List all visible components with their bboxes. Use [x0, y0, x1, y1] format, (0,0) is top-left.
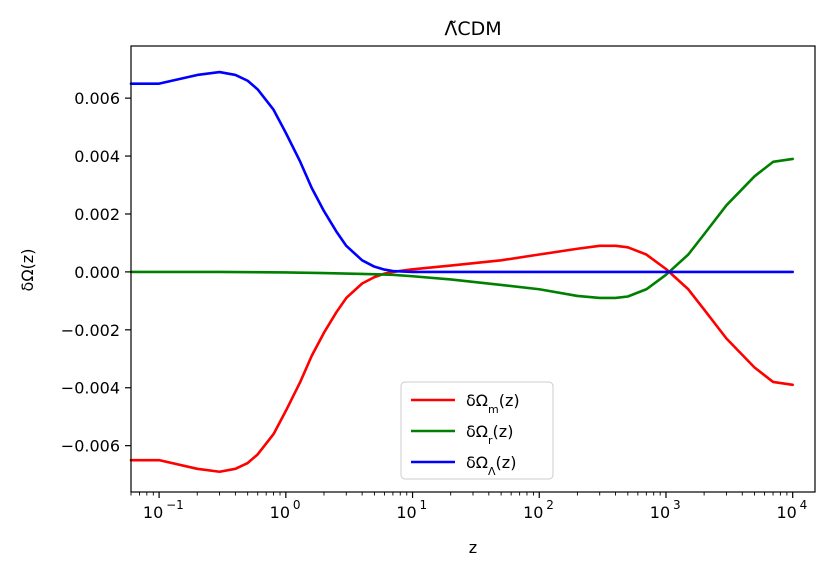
- y-axis-ticks: 0.006 0.004 0.002 0.000 −0.002 −0.004 −0.006: [61, 89, 131, 456]
- chart-title: Λ̃CDM: [444, 18, 501, 40]
- legend-label: δΩr(z): [466, 422, 513, 447]
- x-tick-label: 10: [650, 503, 670, 522]
- x-tick-exponent: 4: [800, 498, 808, 512]
- y-tick-label: 0.002: [74, 205, 120, 224]
- x-tick-exponent: 1: [420, 498, 428, 512]
- y-tick-label: 0.006: [74, 89, 120, 108]
- x-tick-label: 10: [270, 503, 290, 522]
- y-axis-label: δΩ(z): [18, 249, 37, 292]
- x-tick-exponent: 0: [293, 498, 301, 512]
- x-axis-ticks: 10 −1 10 0 10 1 10 2 10 3 10 4: [130, 492, 808, 522]
- x-tick-label: 10: [523, 503, 543, 522]
- y-axis-label-group: δΩ(z): [18, 249, 37, 292]
- series-line-3: [129, 70, 794, 274]
- x-tick-exponent: −1: [166, 498, 184, 512]
- x-tick-label: 10: [777, 503, 797, 522]
- y-tick-label: 0.004: [74, 147, 120, 166]
- legend-box: [400, 381, 554, 480]
- y-tick-label: 0.000: [74, 263, 120, 282]
- series-layer: [129, 70, 794, 474]
- y-tick-label: −0.004: [61, 379, 120, 398]
- x-tick-label: 10: [143, 503, 163, 522]
- series-line-2: [129, 157, 794, 300]
- series-line-1: [129, 244, 794, 474]
- x-axis-label: z: [469, 538, 477, 557]
- x-tick-exponent: 3: [673, 498, 681, 512]
- x-tick-label: 10: [396, 503, 416, 522]
- legend-label: δΩm(z): [466, 391, 520, 416]
- legend-label: δΩΛ(z): [466, 453, 516, 478]
- legend: δΩm(z) δΩr(z) δΩΛ(z): [400, 381, 554, 480]
- x-tick-exponent: 2: [546, 498, 554, 512]
- y-tick-label: −0.006: [61, 437, 120, 456]
- y-tick-label: −0.002: [61, 321, 120, 340]
